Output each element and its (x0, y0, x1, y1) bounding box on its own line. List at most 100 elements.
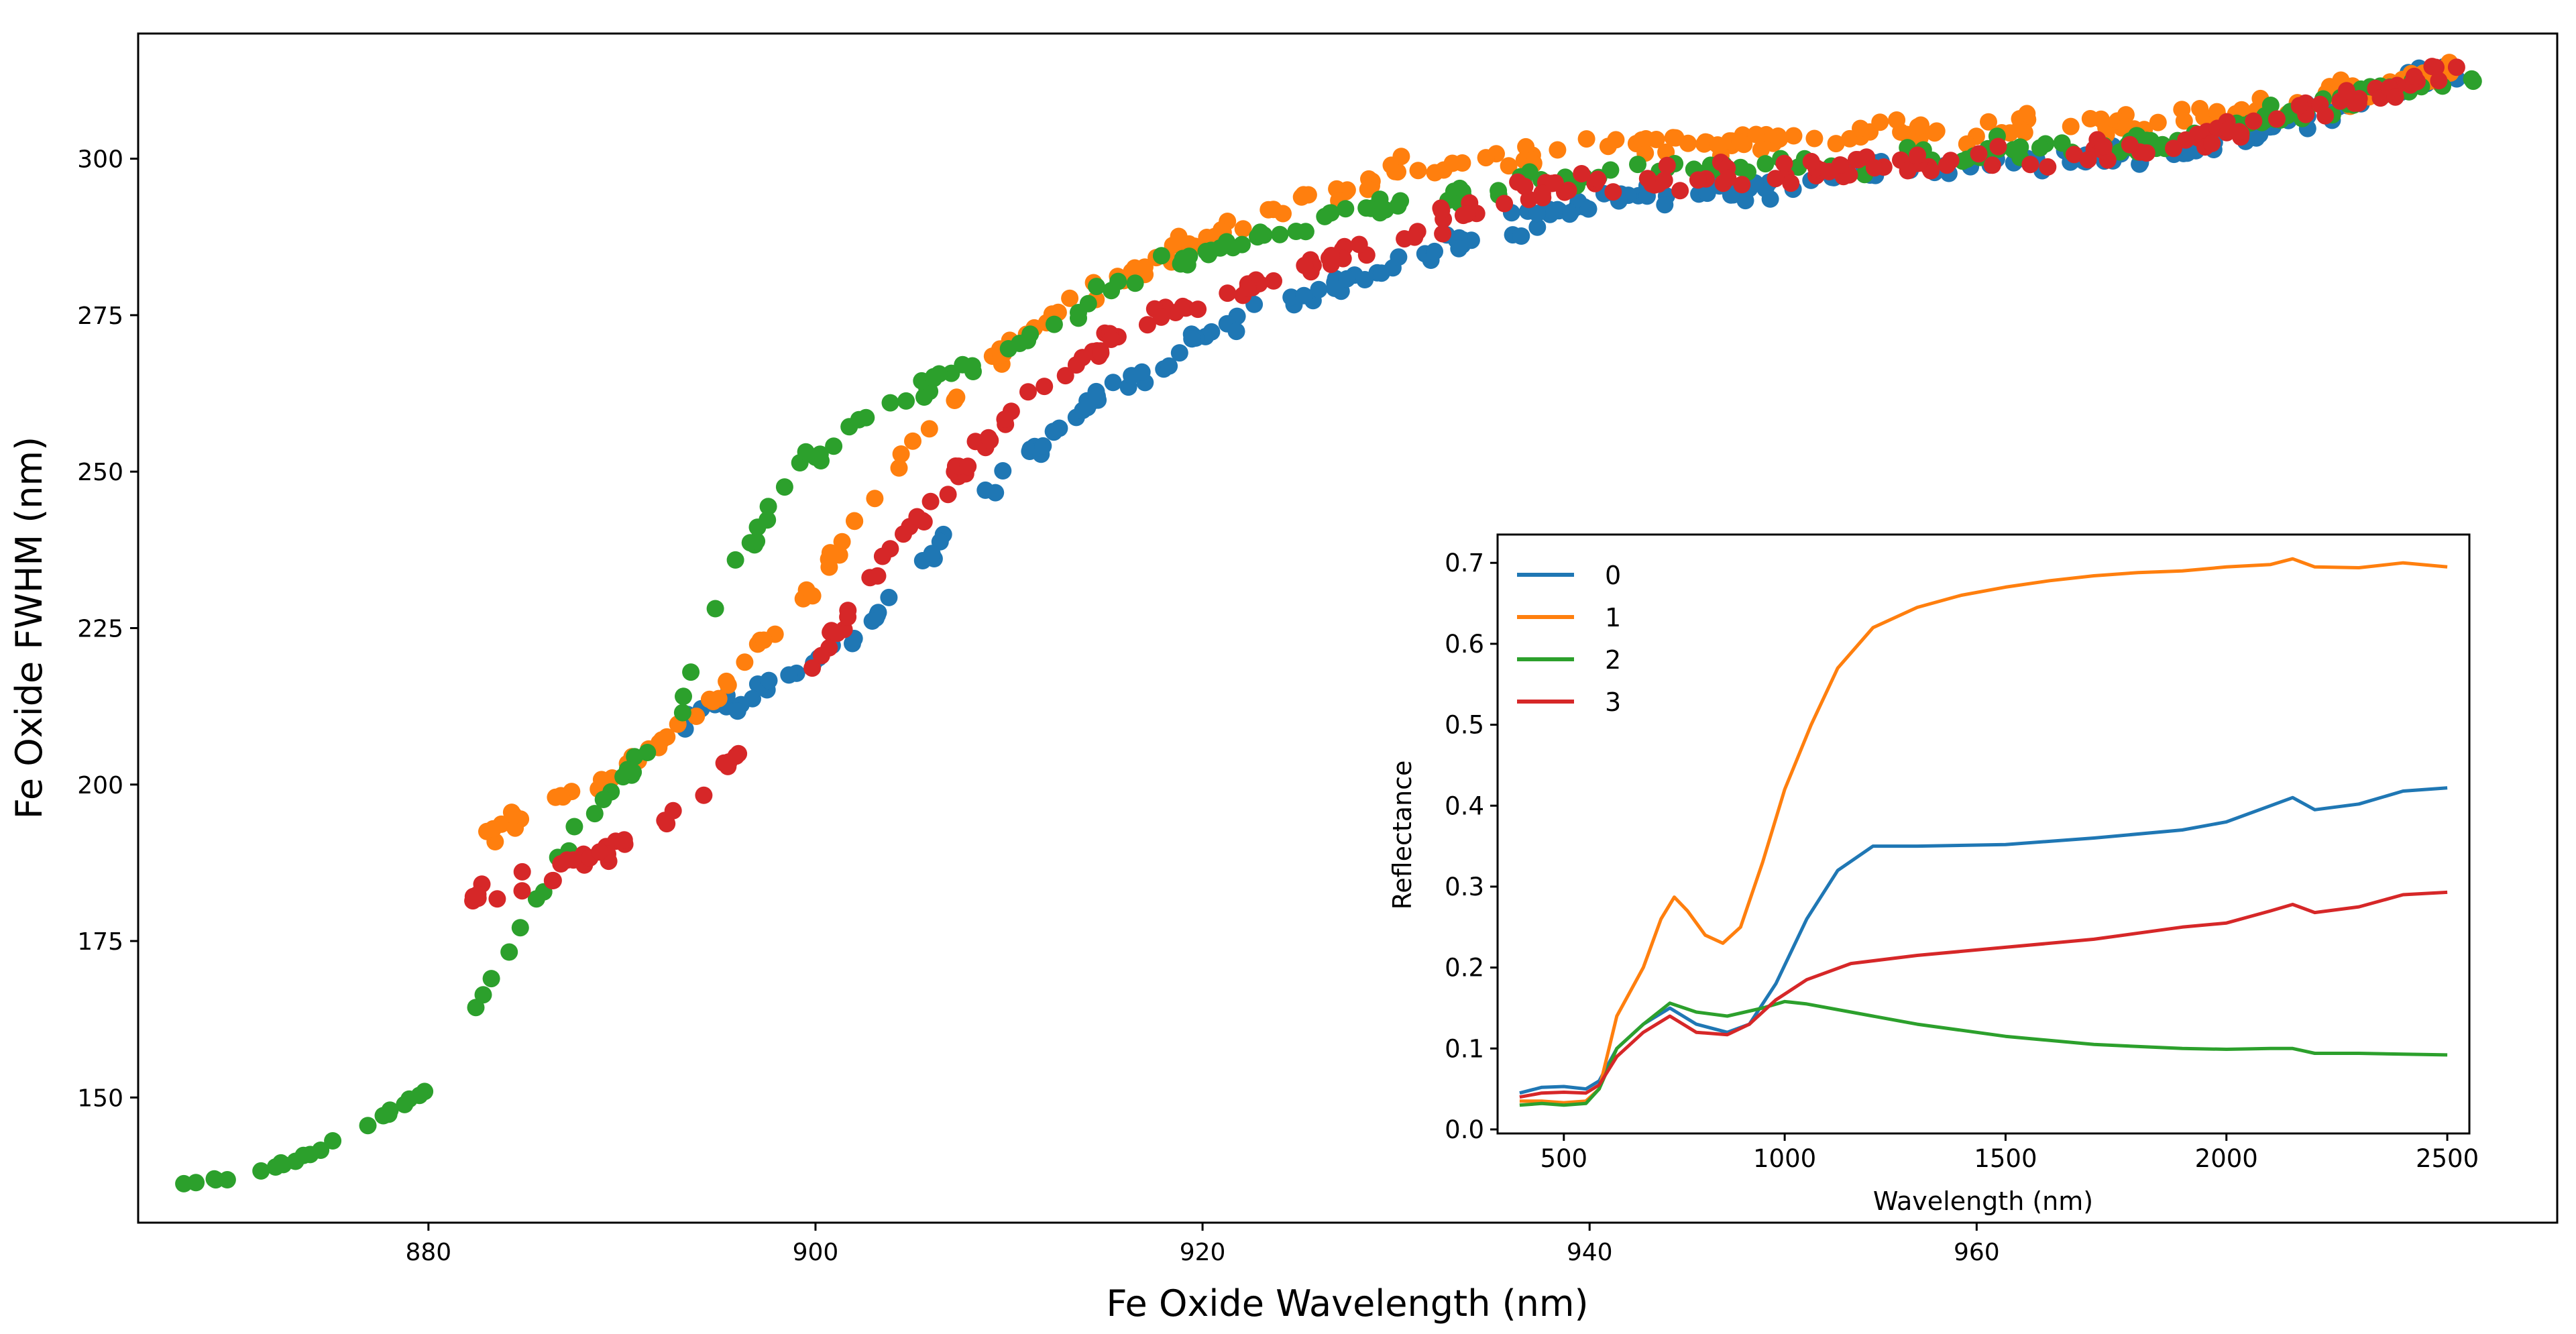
scatter-point (1849, 151, 1867, 169)
scatter-point (963, 357, 981, 375)
scatter-point (920, 420, 938, 438)
scatter-point (760, 671, 778, 689)
scatter-point (1664, 129, 1682, 147)
scatter-point (1827, 135, 1845, 153)
scatter-point (1104, 374, 1122, 392)
scatter-point (1390, 248, 1408, 266)
scatter-point (286, 1152, 304, 1170)
scatter-point (2018, 105, 2036, 123)
scatter-point (1658, 156, 1676, 174)
scatter-point (543, 872, 561, 889)
scatter-point (1044, 423, 1062, 441)
scatter-point (1782, 174, 1800, 192)
scatter-point (1409, 162, 1427, 180)
scatter-point (2337, 82, 2355, 100)
scatter-point (1079, 294, 1097, 313)
y-tick-label: 250 (77, 459, 123, 486)
scatter-point (748, 533, 766, 550)
y-tick-label: 150 (77, 1085, 123, 1112)
scatter-point (1372, 264, 1390, 282)
scatter-point (1019, 383, 1037, 401)
scatter-point (2079, 151, 2097, 169)
scatter-point (1577, 130, 1595, 148)
scatter-point (921, 492, 940, 510)
scatter-point (2173, 101, 2191, 119)
scatter-point (803, 659, 822, 677)
scatter-point (1785, 127, 1803, 145)
scatter-point (565, 851, 583, 869)
scatter-point (1406, 228, 1424, 246)
scatter-point (1656, 196, 1674, 214)
scatter-point (1088, 278, 1105, 296)
scatter-point (812, 647, 830, 665)
inset-x-tick-label: 2500 (2416, 1144, 2479, 1173)
scatter-point (857, 408, 875, 427)
scatter-point (1211, 239, 1229, 257)
scatter-point (1541, 205, 1559, 223)
scatter-point (615, 831, 633, 849)
scatter-point (1865, 159, 1883, 177)
scatter-point (830, 546, 848, 564)
scatter-point (2065, 146, 2083, 164)
scatter-point (1019, 331, 1037, 349)
inset-y-tick-label: 0.4 (1445, 791, 1484, 820)
scatter-point (2081, 110, 2099, 127)
scatter-point (1183, 330, 1201, 348)
inset-spectra-lines (1519, 557, 2448, 1107)
scatter-point (2039, 158, 2057, 176)
scatter-point (513, 882, 531, 900)
scatter-series-3 (464, 58, 2465, 910)
x-tick-label: 880 (405, 1239, 451, 1266)
scatter-point (1559, 181, 1577, 199)
y-tick-label: 275 (77, 302, 123, 330)
scatter-point (706, 600, 724, 618)
scatter-point (1922, 162, 1940, 180)
scatter-point (2386, 88, 2404, 106)
scatter-point (1500, 157, 1518, 175)
x-tick-label: 920 (1180, 1239, 1226, 1266)
scatter-point (1152, 308, 1170, 326)
scatter-point (1512, 227, 1530, 245)
scatter-point (2177, 131, 2195, 149)
legend-label: 0 (1605, 561, 1621, 590)
scatter-point (1299, 186, 1317, 204)
scatter-point (1579, 200, 1598, 218)
scatter-point (780, 666, 798, 684)
x-tick-label: 940 (1567, 1239, 1613, 1266)
scatter-point (710, 689, 728, 708)
scatter-point (897, 392, 915, 410)
scatter-point (1533, 184, 1551, 203)
scatter-point (2121, 135, 2139, 154)
scatter-point (1389, 197, 1407, 215)
scatter-point (1164, 237, 1182, 254)
scatter-point (1888, 111, 1906, 129)
legend-item-2: 2 (1517, 645, 1621, 675)
scatter-point (1282, 288, 1300, 307)
scatter-point (981, 431, 999, 449)
scatter-point (1045, 315, 1063, 333)
scatter-point (748, 518, 767, 537)
scatter-point (673, 704, 691, 722)
scatter-series-1 (478, 54, 2459, 850)
scatter-point (505, 806, 523, 824)
scatter-point (1549, 141, 1567, 159)
scatter-point (833, 533, 851, 551)
scatter-point (2267, 110, 2286, 128)
legend-label: 3 (1605, 687, 1621, 717)
inset-y-tick-label: 0.2 (1445, 954, 1484, 983)
scatter-point (1264, 201, 1282, 219)
scatter-point (1604, 183, 1622, 201)
scatter-point (880, 588, 898, 606)
inset-x-tick-label: 2000 (2195, 1144, 2258, 1173)
scatter-point (1227, 323, 1245, 341)
scatter-point (1767, 170, 1785, 188)
scatter-point (1938, 156, 1956, 174)
y-tick-label: 300 (77, 146, 123, 174)
scatter-point (863, 612, 881, 630)
scatter-point (687, 708, 706, 725)
scatter-point (1310, 280, 1328, 298)
inset-legend: 0 1 2 3 (1517, 561, 1621, 717)
main-y-axis-title: Fe Oxide FWHM (nm) (8, 437, 50, 819)
scatter-point (1295, 286, 1313, 304)
scatter-point (682, 663, 700, 681)
